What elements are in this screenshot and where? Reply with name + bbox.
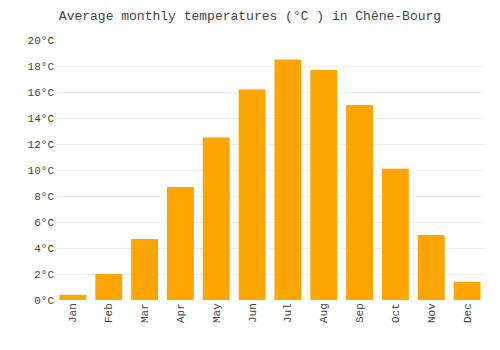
svg-text:Oct: Oct xyxy=(390,303,402,323)
svg-text:Feb: Feb xyxy=(103,303,115,323)
svg-text:Apr: Apr xyxy=(175,303,187,323)
svg-text:4°C: 4°C xyxy=(34,243,54,255)
svg-text:Sep: Sep xyxy=(354,303,366,323)
svg-text:Average monthly temperatures (: Average monthly temperatures (°C ) in Ch… xyxy=(59,9,441,24)
svg-text:20°C: 20°C xyxy=(28,35,55,47)
svg-text:8°C: 8°C xyxy=(34,191,54,203)
svg-text:10°C: 10°C xyxy=(28,165,55,177)
svg-text:14°C: 14°C xyxy=(28,113,55,125)
svg-text:Jan: Jan xyxy=(67,303,79,323)
svg-text:Jul: Jul xyxy=(282,303,294,323)
svg-text:0°C: 0°C xyxy=(34,295,54,307)
svg-text:Mar: Mar xyxy=(139,303,151,323)
svg-text:Aug: Aug xyxy=(318,303,330,323)
svg-text:Dec: Dec xyxy=(462,303,474,323)
svg-text:2°C: 2°C xyxy=(34,269,54,281)
svg-text:Nov: Nov xyxy=(426,303,438,323)
svg-text:12°C: 12°C xyxy=(28,139,55,151)
svg-text:Jun: Jun xyxy=(247,303,259,323)
svg-text:6°C: 6°C xyxy=(34,217,54,229)
svg-text:16°C: 16°C xyxy=(28,87,55,99)
svg-text:18°C: 18°C xyxy=(28,61,55,73)
svg-text:May: May xyxy=(211,303,223,323)
